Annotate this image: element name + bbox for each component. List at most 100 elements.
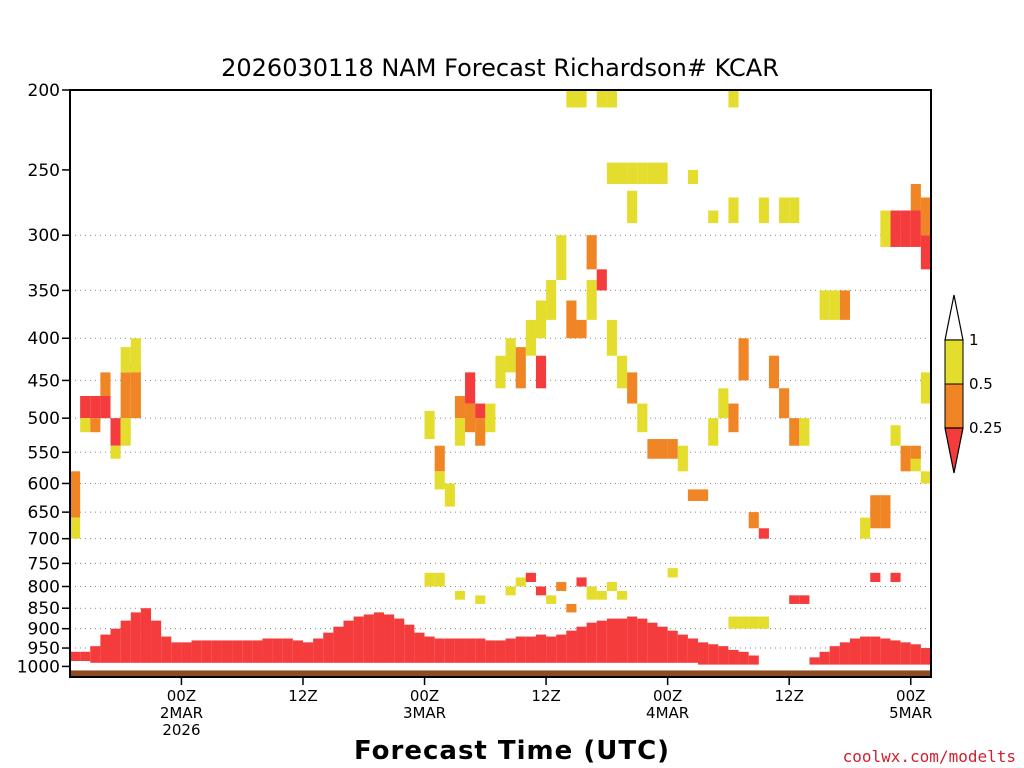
ri-cell bbox=[819, 290, 830, 320]
y-tick-label: 750 bbox=[28, 554, 60, 574]
ri-cell bbox=[444, 483, 455, 507]
ri-cell bbox=[465, 638, 476, 663]
ri-cell bbox=[758, 197, 769, 224]
ri-cell bbox=[860, 636, 871, 665]
ri-cell bbox=[728, 90, 739, 108]
y-tick-label: 950 bbox=[28, 639, 60, 659]
ri-cell bbox=[586, 280, 597, 320]
legend-label: 1 bbox=[969, 331, 979, 349]
ri-cell bbox=[616, 355, 628, 389]
x-tick-label: 12Z bbox=[775, 687, 804, 705]
ri-cell bbox=[657, 626, 668, 663]
y-tick-label: 850 bbox=[28, 599, 60, 619]
ri-cell bbox=[292, 640, 303, 663]
ri-cell bbox=[799, 418, 810, 446]
ri-cell bbox=[515, 347, 526, 389]
x-tick-label: 00Z bbox=[896, 687, 925, 705]
ri-cell bbox=[687, 169, 699, 184]
y-tick-label: 900 bbox=[28, 620, 60, 640]
ri-cell bbox=[282, 638, 293, 663]
ri-cell bbox=[920, 471, 931, 484]
ri-cell bbox=[465, 403, 476, 433]
y-tick-label: 400 bbox=[28, 329, 60, 349]
ri-cell bbox=[708, 210, 719, 224]
ri-cell bbox=[475, 403, 486, 419]
ri-cell bbox=[748, 616, 759, 629]
ri-cell bbox=[677, 634, 688, 663]
ri-cell bbox=[910, 452, 921, 472]
ground-layer bbox=[70, 670, 931, 677]
ri-cell bbox=[748, 655, 759, 665]
ri-cell bbox=[313, 638, 324, 663]
ri-cell bbox=[627, 372, 638, 404]
legend-lower-triangle bbox=[944, 427, 964, 474]
ri-cell bbox=[130, 338, 141, 373]
ri-cell bbox=[110, 628, 121, 663]
ri-cell bbox=[384, 614, 395, 663]
ri-cell bbox=[100, 396, 111, 419]
ri-cell bbox=[738, 616, 749, 629]
ri-cell bbox=[910, 183, 921, 211]
ri-cell bbox=[546, 636, 557, 663]
ri-cell bbox=[475, 638, 486, 663]
ri-cell bbox=[90, 418, 101, 433]
ri-cell bbox=[728, 403, 739, 433]
ri-cell bbox=[535, 586, 547, 596]
ri-cell bbox=[444, 638, 455, 663]
ri-cell bbox=[920, 372, 931, 404]
ri-cell bbox=[647, 622, 658, 663]
ri-cell bbox=[596, 90, 607, 108]
ri-cell bbox=[738, 651, 749, 665]
ri-cell bbox=[758, 616, 769, 629]
ri-cell bbox=[434, 445, 445, 472]
ri-cell bbox=[586, 622, 597, 663]
ri-cell bbox=[829, 646, 840, 665]
ri-cell bbox=[616, 618, 628, 663]
y-tick-label: 700 bbox=[28, 530, 60, 550]
ri-cell bbox=[556, 634, 567, 663]
ri-cell bbox=[779, 388, 790, 419]
ri-cell bbox=[424, 410, 435, 440]
ri-cell bbox=[363, 614, 374, 663]
credit-text: coolwx.com/modelts bbox=[843, 747, 1016, 766]
ri-cell bbox=[130, 364, 141, 419]
ri-cell bbox=[687, 489, 699, 501]
ri-cell bbox=[606, 581, 617, 591]
ri-cell bbox=[80, 418, 91, 433]
ri-cell bbox=[809, 657, 820, 665]
ri-cell bbox=[596, 269, 607, 291]
ri-cell bbox=[110, 418, 121, 446]
ri-cell bbox=[860, 517, 871, 539]
ri-cell bbox=[120, 372, 131, 419]
ri-cell bbox=[576, 577, 587, 587]
ri-cell bbox=[576, 319, 587, 339]
ri-cell bbox=[394, 618, 405, 663]
ri-cell bbox=[525, 319, 536, 356]
x-tick-label: 3MAR bbox=[403, 704, 446, 722]
ri-cell bbox=[181, 642, 192, 663]
ri-cell bbox=[525, 636, 536, 663]
ri-cell bbox=[535, 634, 547, 663]
ri-cell bbox=[910, 445, 921, 459]
ri-cell bbox=[556, 235, 567, 281]
ri-cell bbox=[779, 197, 790, 224]
ri-cell bbox=[819, 651, 830, 665]
ri-cell bbox=[586, 586, 597, 600]
ri-cell bbox=[80, 396, 91, 419]
ri-cell bbox=[637, 618, 648, 663]
plot-frame bbox=[69, 89, 932, 678]
ri-cell bbox=[535, 355, 547, 389]
ri-cell bbox=[647, 162, 658, 184]
ri-cell bbox=[870, 636, 881, 665]
ri-cell bbox=[870, 572, 881, 582]
ri-cell bbox=[302, 642, 314, 663]
ri-cell bbox=[434, 572, 445, 587]
ri-cell bbox=[100, 634, 111, 663]
ri-cell bbox=[100, 372, 111, 397]
ri-cell bbox=[900, 642, 911, 665]
ri-cell bbox=[485, 403, 496, 433]
x-tick-label: 4MAR bbox=[646, 704, 689, 722]
ri-cell bbox=[454, 638, 466, 663]
ri-cell bbox=[576, 90, 587, 108]
